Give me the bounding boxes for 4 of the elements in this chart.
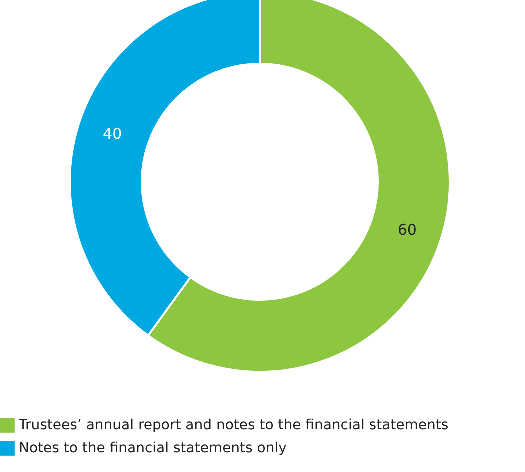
legend-label: Trustees’ annual report and notes to the financial statements [18, 418, 449, 434]
data-label: 40 [103, 125, 122, 144]
data-label: 60 [398, 220, 417, 239]
legend-label: Notes to the financial statements only [19, 440, 287, 456]
